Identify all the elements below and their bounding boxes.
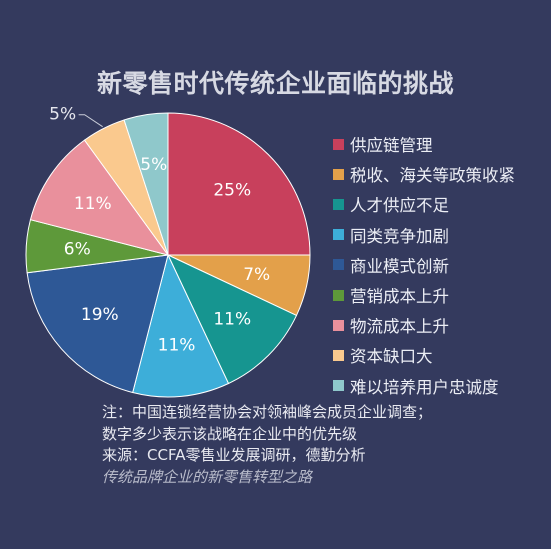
- legend-item-4: 商业模式创新: [333, 250, 515, 280]
- chart-title: 新零售时代传统企业面临的挑战: [96, 69, 454, 98]
- legend-label: 商业模式创新: [350, 256, 449, 276]
- legend-label: 供应链管理: [350, 136, 433, 156]
- legend-item-1: 税收、海关等政策收紧: [333, 159, 515, 189]
- slice-label-1: 7%: [243, 265, 270, 285]
- legend-label: 人才供应不足: [350, 196, 449, 216]
- note-line-1: 注：中国连锁经营协会对领袖峰会成员企业调查；: [102, 403, 433, 421]
- legend-label: 资本缺口大: [350, 347, 433, 367]
- legend-item-2: 人才供应不足: [333, 189, 515, 219]
- footnotes: 注：中国连锁经营协会对领袖峰会成员企业调查； 数字多少表示该战略在企业中的优先级…: [102, 402, 432, 488]
- pie-slice-2: [166, 253, 298, 385]
- slice-label-2: 11%: [213, 309, 251, 329]
- report-title: 传统品牌企业的新零售转型之路: [102, 467, 313, 486]
- pie-slice-3: [132, 253, 230, 398]
- pie-slice-0: [167, 112, 311, 256]
- pie-slice-6: [29, 139, 170, 256]
- legend-item-5: 营销成本上升: [333, 280, 515, 310]
- legend-item-7: 资本缺口大: [333, 340, 515, 370]
- legend-swatch: [333, 198, 344, 210]
- pie-slice-4: [26, 254, 169, 394]
- legend-label: 同类竞争加剧: [350, 226, 449, 246]
- legend: 供应链管理税收、海关等政策收紧 人才供应不足 同类竞争加剧 商业模式创新 营销成本上升物…: [333, 129, 515, 401]
- slice-label-6: 11%: [74, 194, 112, 214]
- legend-label: 税收、海关等政策收紧: [350, 166, 515, 186]
- slice-label-8: 5%: [140, 155, 167, 175]
- slice-label-3: 11%: [158, 335, 196, 355]
- legend-swatch: [333, 289, 344, 301]
- legend-label: 物流成本上升: [350, 317, 449, 337]
- legend-item-8: 难以培养用户忠诚度: [333, 371, 515, 401]
- slice-label-0: 25%: [213, 181, 251, 201]
- slice-label-4: 19%: [81, 305, 119, 325]
- legend-swatch: [333, 319, 344, 331]
- legend-swatch: [333, 349, 344, 361]
- legend-label: 营销成本上升: [350, 287, 449, 307]
- note-line-2: 数字多少表示该战略在企业中的优先级: [102, 424, 358, 443]
- source-line: 来源：CCFA零售业发展调研，德勤分析: [102, 446, 366, 464]
- legend-item-6: 物流成本上升: [333, 310, 515, 340]
- legend-swatch: [333, 138, 344, 150]
- legend-swatch: [333, 380, 344, 392]
- legend-item-3: 同类竞争加剧: [333, 220, 515, 250]
- pie-slice-8: [123, 112, 169, 256]
- legend-swatch: [333, 168, 344, 180]
- legend-swatch: [333, 229, 344, 241]
- slice-label-5: 6%: [64, 239, 91, 259]
- legend-swatch: [333, 259, 344, 271]
- legend-item-0: 供应链管理: [333, 129, 515, 159]
- legend-label: 难以培养用户忠诚度: [350, 377, 499, 397]
- leader-line: [78, 114, 103, 128]
- slice-label-7: 5%: [49, 105, 76, 125]
